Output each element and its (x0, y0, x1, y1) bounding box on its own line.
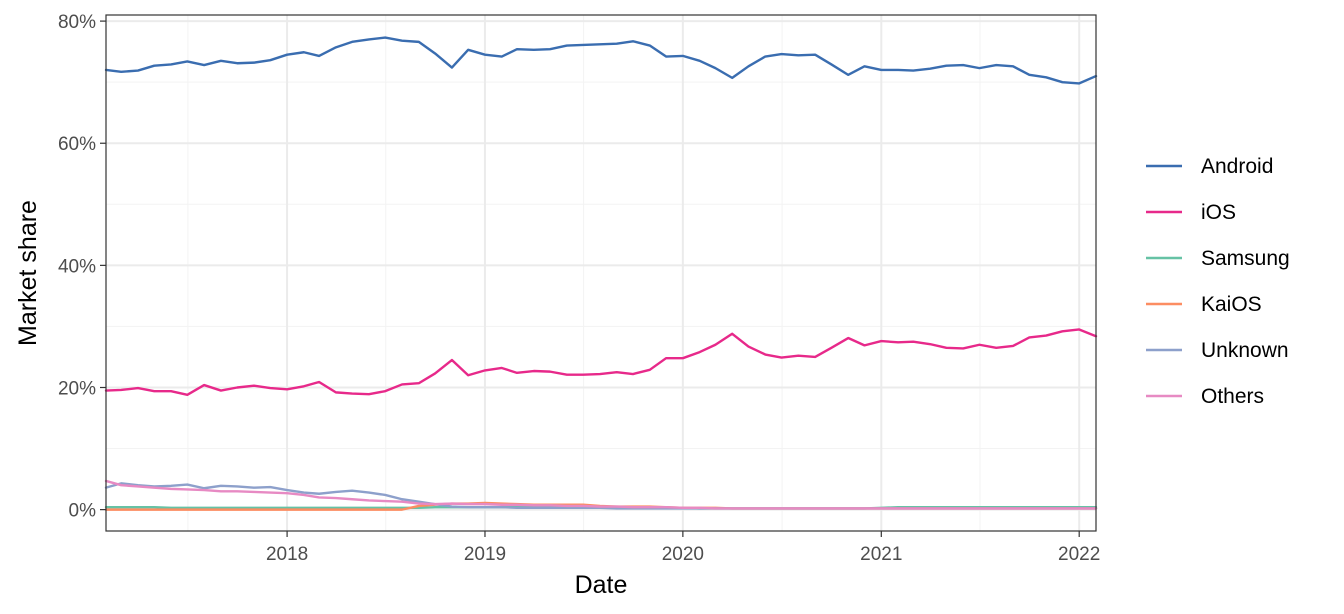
y-tick-label: 40% (58, 256, 96, 277)
legend-label: Android (1201, 155, 1273, 178)
legend-label: KaiOS (1201, 293, 1262, 316)
legend-item-samsung: Samsung (1146, 247, 1290, 270)
legend-label: Unknown (1201, 339, 1289, 362)
legend-label: iOS (1201, 201, 1236, 224)
series-line-others (104, 479, 1098, 510)
x-tick-label: 2022 (1058, 544, 1100, 565)
legend-label: Samsung (1201, 247, 1290, 270)
legend-item-android: Android (1146, 155, 1273, 178)
series-lines (104, 36, 1098, 511)
series-line-ios (104, 328, 1098, 397)
legend-item-kaios: KaiOS (1146, 293, 1262, 316)
x-tick-label: 2020 (662, 544, 704, 565)
y-tick-label: 80% (58, 12, 96, 33)
x-tick-label: 2018 (266, 544, 308, 565)
axes: 0% 20% 40% 60% 80% 2018 2019 2020 2021 2022 (58, 12, 1100, 565)
y-tick-label: 0% (69, 501, 97, 522)
legend-item-ios: iOS (1146, 201, 1236, 224)
legend-item-unknown: Unknown (1146, 339, 1289, 362)
panel-border (105, 14, 1097, 532)
series-line-android (104, 36, 1098, 85)
legend: Android iOS Samsung KaiOS Unknown Others (1146, 155, 1290, 408)
y-axis-title: Market share (14, 200, 42, 346)
x-tick-label: 2021 (860, 544, 902, 565)
legend-item-others: Others (1146, 385, 1264, 408)
legend-label: Others (1201, 385, 1264, 408)
x-axis-title: Date (575, 571, 628, 599)
x-tick-label: 2019 (464, 544, 506, 565)
y-tick-label: 20% (58, 378, 96, 399)
y-tick-label: 60% (58, 134, 96, 155)
